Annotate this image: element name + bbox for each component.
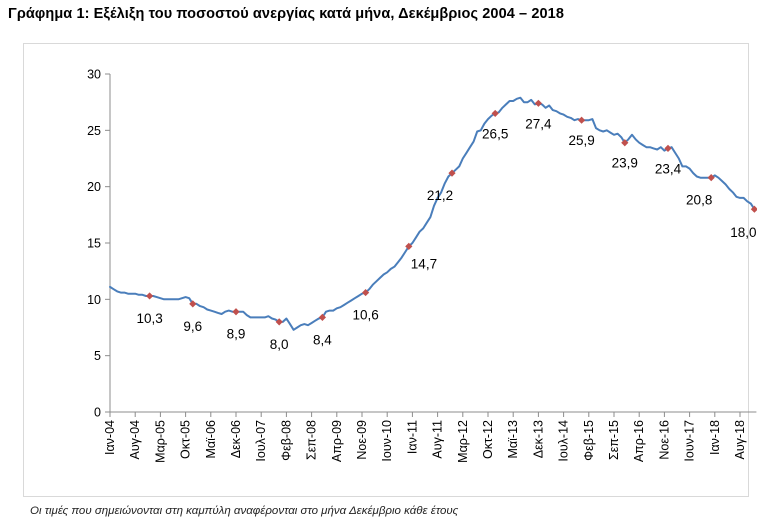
x-tick-label: Φεβ-15	[582, 420, 596, 461]
data-label: 26,5	[482, 126, 508, 141]
december-marker	[232, 308, 240, 316]
x-tick-label: Μαϊ-13	[506, 420, 520, 459]
data-label: 9,6	[183, 319, 202, 334]
series-line	[109, 96, 756, 331]
x-tick-label: Ιαν-04	[103, 420, 117, 455]
chart-title: Γράφημα 1: Εξέλιξη του ποσοστού ανεργίας…	[8, 6, 564, 22]
x-tick-label: Νοε-09	[355, 420, 369, 460]
december-marker	[318, 313, 326, 321]
x-tick-label: Μαρ-05	[153, 420, 167, 463]
x-tick-label: Ιουλ-07	[254, 420, 268, 462]
x-tick-label: Μαϊ-06	[204, 420, 218, 459]
december-marker	[621, 139, 629, 147]
data-label: 8,9	[227, 327, 246, 342]
x-tick-label: Ιαν-18	[708, 420, 722, 455]
data-label-group: 10,3 9,6 8,9 8,0 8,4 10,6 14,7 21,2 26,5 27,4 25,9…	[136, 116, 756, 352]
december-marker	[491, 109, 499, 118]
data-label: 8,0	[270, 337, 289, 352]
y-tick-label: 25	[87, 124, 101, 138]
december-marker	[146, 292, 154, 300]
x-tick-label: Ιουν-10	[380, 420, 394, 462]
footnote: Οι τιμές που σημειώνονται στη καμπύλη αν…	[30, 505, 459, 517]
data-label: 10,3	[136, 311, 162, 326]
series-group	[109, 96, 756, 331]
december-marker	[664, 144, 672, 152]
data-label: 10,6	[352, 308, 378, 323]
y-tick-label: 20	[87, 180, 101, 194]
december-marker	[707, 174, 715, 182]
data-label: 8,4	[313, 332, 332, 347]
data-label: 27,4	[525, 116, 552, 131]
december-marker	[750, 205, 757, 213]
y-tick-label: 5	[94, 349, 101, 363]
december-marker	[405, 242, 413, 250]
chart-frame	[23, 43, 749, 497]
x-tick-label: Αυγ-11	[431, 420, 445, 459]
x-tick-label: Αυγ-04	[128, 420, 142, 460]
y-tick-label: 30	[87, 68, 101, 82]
data-label: 14,7	[411, 256, 437, 271]
x-tick-label: Οκτ-05	[179, 420, 193, 459]
data-label: 23,9	[612, 156, 638, 171]
x-tick-label: Φεβ-08	[279, 420, 293, 461]
x-tick-label: Ιουν-17	[683, 420, 697, 462]
x-tick-label: Σεπ-08	[305, 420, 319, 460]
data-label: 25,9	[568, 133, 594, 148]
x-tick-label: Ιαν-11	[405, 420, 419, 454]
y-tick-label: 10	[87, 293, 101, 307]
y-tick-label: 0	[94, 406, 101, 420]
x-tick-label: Ιουλ-14	[557, 420, 571, 462]
x-tick-label: Σεπ-15	[607, 420, 621, 460]
x-tick-label: Δεκ-06	[229, 420, 243, 458]
y-axis: 0 5 10 15 20 25 30	[87, 68, 111, 420]
x-tick-label: Μαρ-12	[456, 420, 470, 463]
x-tick-label: Οκτ-12	[481, 420, 495, 459]
data-label: 21,2	[427, 188, 453, 203]
y-tick-label: 15	[87, 237, 101, 251]
december-marker	[448, 169, 456, 177]
december-marker	[189, 300, 197, 308]
x-tick-label: Αυγ-18	[733, 420, 747, 460]
x-tick-label: Απρ-09	[330, 420, 344, 462]
x-tick-label: Δεκ-13	[531, 420, 545, 458]
x-tick-label: Νοε-16	[657, 420, 671, 460]
december-marker	[362, 288, 370, 297]
december-marker	[275, 318, 283, 326]
data-label: 23,4	[655, 161, 682, 176]
data-label: 20,8	[686, 193, 712, 208]
december-marker	[578, 116, 586, 124]
x-tick-label: Απρ-16	[632, 420, 646, 462]
december-marker	[534, 99, 542, 107]
data-label: 18,0	[730, 225, 756, 240]
x-axis: Ιαν-04 Αυγ-04 Μαρ-05 Οκτ-05 Μαϊ-06 Δεκ-06 Ιουλ…	[103, 411, 757, 463]
marker-group	[146, 99, 757, 326]
